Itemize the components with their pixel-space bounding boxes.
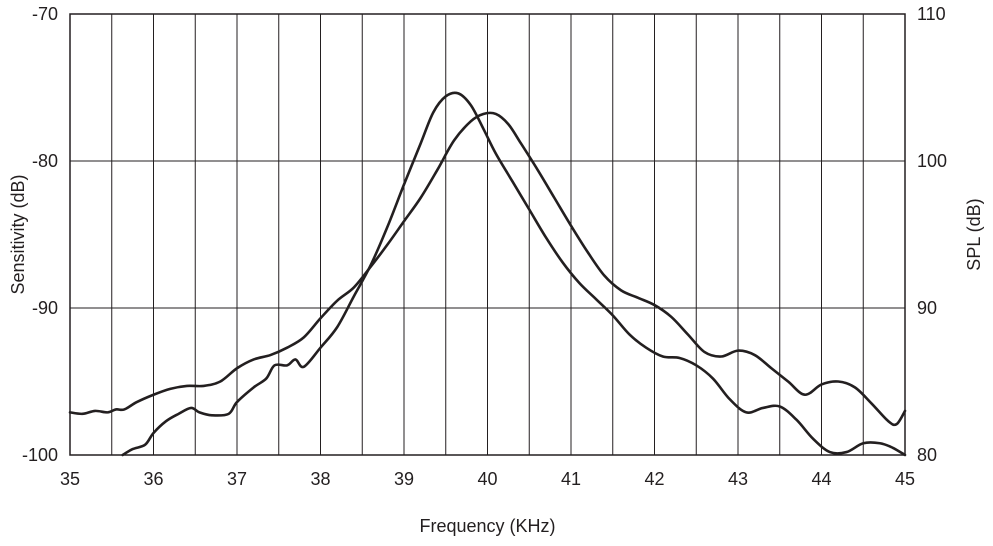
y-left-tick-label: -100 [22, 445, 58, 465]
x-tick-label: 42 [644, 469, 664, 489]
x-tick-label: 43 [728, 469, 748, 489]
y-left-tick-label: -90 [32, 298, 58, 318]
y-right-tick-label: 80 [917, 445, 937, 465]
x-tick-label: 36 [143, 469, 163, 489]
sensitivity-curve [68, 111, 907, 427]
y-left-tick-label: -80 [32, 151, 58, 171]
x-tick-label: 39 [394, 469, 414, 489]
x-tick-label: 37 [227, 469, 247, 489]
x-tick-label: 45 [895, 469, 915, 489]
x-tick-label: 41 [561, 469, 581, 489]
y-right-tick-label: 90 [917, 298, 937, 318]
spl-curve [121, 91, 907, 457]
curves [68, 91, 907, 457]
x-tick-label: 35 [60, 469, 80, 489]
x-axis-title: Frequency (KHz) [419, 516, 555, 536]
x-tick-label: 44 [811, 469, 831, 489]
plot-frame [69, 13, 906, 456]
y-right-axis-title: SPL (dB) [964, 198, 984, 270]
y-right-tick-label: 100 [917, 151, 947, 171]
y-right-tick-label: 110 [917, 4, 946, 24]
grid-lines [70, 14, 905, 455]
x-tick-labels: 35 36 37 38 39 40 41 42 43 44 45 [60, 469, 915, 489]
x-tick-label: 40 [477, 469, 497, 489]
y-right-tick-labels: 110 100 90 80 [917, 4, 947, 465]
y-left-tick-labels: -70 -80 -90 -100 [22, 4, 58, 465]
y-left-tick-label: -70 [32, 4, 58, 24]
y-left-axis-title: Sensitivity (dB) [8, 174, 28, 294]
x-tick-label: 38 [310, 469, 330, 489]
